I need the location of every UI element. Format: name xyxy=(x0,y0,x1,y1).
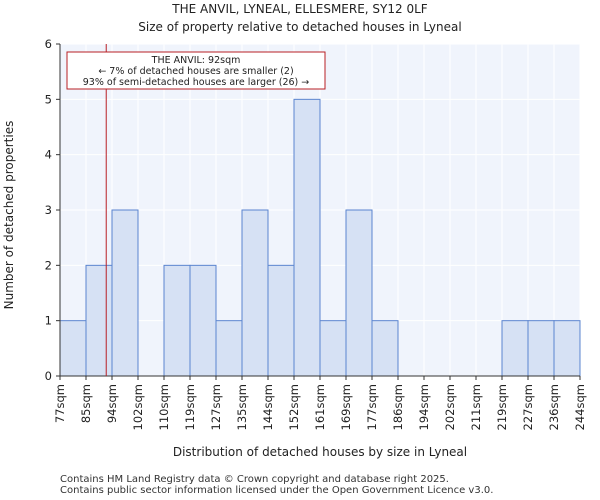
bar-110sqm xyxy=(163,264,191,377)
x-tick-label: 236sqm xyxy=(547,384,561,430)
y-ticks: 0 1 2 3 4 5 6 xyxy=(45,37,60,383)
x-tick-label: 77sqm xyxy=(53,384,67,423)
bar-77sqm xyxy=(59,320,87,377)
bar-152sqm xyxy=(293,98,321,377)
footer-line-2: Contains public sector information licen… xyxy=(60,485,494,496)
x-tick-label: 119sqm xyxy=(183,384,197,430)
bar-219sqm xyxy=(501,320,529,377)
bar-144sqm xyxy=(267,264,295,377)
bar-169sqm xyxy=(345,209,373,377)
bar-135sqm xyxy=(241,209,269,377)
x-tick-label: 127sqm xyxy=(209,384,223,430)
annotation-box xyxy=(66,51,326,90)
y-tick-label: 4 xyxy=(45,148,52,162)
x-tick-label: 135sqm xyxy=(235,384,249,430)
x-tick-label: 186sqm xyxy=(391,384,405,430)
y-axis-label: Number of detached properties xyxy=(2,120,16,310)
x-tick-label: 110sqm xyxy=(157,384,171,430)
x-tick-label: 219sqm xyxy=(495,384,509,430)
x-tick-label: 227sqm xyxy=(521,384,535,430)
chart-subtitle: Size of property relative to detached ho… xyxy=(138,20,462,34)
x-tick-label: 194sqm xyxy=(417,384,431,430)
x-ticks: 77sqm 85sqm 94sqm 102sqm 110sqm 119sqm 127sqm 1… xyxy=(53,376,587,430)
x-tick-label: 144sqm xyxy=(261,384,275,430)
bar-119sqm xyxy=(189,264,217,377)
x-tick-label: 152sqm xyxy=(287,384,301,430)
bar-177sqm xyxy=(371,320,399,377)
bar-161sqm xyxy=(319,320,347,377)
marker-annotation: THE ANVIL: 92sqm ← 7% of detached houses… xyxy=(66,51,326,90)
y-tick-label: 1 xyxy=(45,314,52,328)
bar-227sqm xyxy=(527,320,555,377)
y-tick-label: 3 xyxy=(45,203,52,217)
bar-94sqm xyxy=(111,209,139,377)
x-tick-label: 244sqm xyxy=(573,384,587,430)
bar-85sqm xyxy=(85,264,113,377)
footer-line-1: Contains HM Land Registry data © Crown c… xyxy=(60,474,449,485)
annotation-line-3: 93% of semi-detached houses are larger (… xyxy=(83,77,310,88)
x-tick-label: 169sqm xyxy=(339,384,353,430)
x-axis-label: Distribution of detached houses by size … xyxy=(172,445,468,459)
x-tick-label: 85sqm xyxy=(79,384,93,423)
annotation-line-2: ← 7% of detached houses are smaller (2) xyxy=(98,66,293,77)
bar-236sqm xyxy=(553,320,581,377)
bars xyxy=(59,98,581,377)
bar-127sqm xyxy=(215,320,243,377)
x-tick-label: 211sqm xyxy=(469,384,483,430)
annotation-line-1: THE ANVIL: 92sqm xyxy=(151,55,241,66)
x-tick-label: 94sqm xyxy=(105,384,119,423)
y-tick-label: 5 xyxy=(45,92,52,106)
x-tick-label: 177sqm xyxy=(365,384,379,430)
y-tick-label: 2 xyxy=(45,258,52,272)
y-tick-label: 6 xyxy=(45,37,52,51)
x-tick-label: 202sqm xyxy=(443,384,457,430)
x-tick-label: 161sqm xyxy=(313,384,327,430)
x-tick-label: 102sqm xyxy=(131,384,145,430)
y-tick-label: 0 xyxy=(45,369,52,383)
chart-title: THE ANVIL, LYNEAL, ELLESMERE, SY12 0LF xyxy=(172,2,428,16)
